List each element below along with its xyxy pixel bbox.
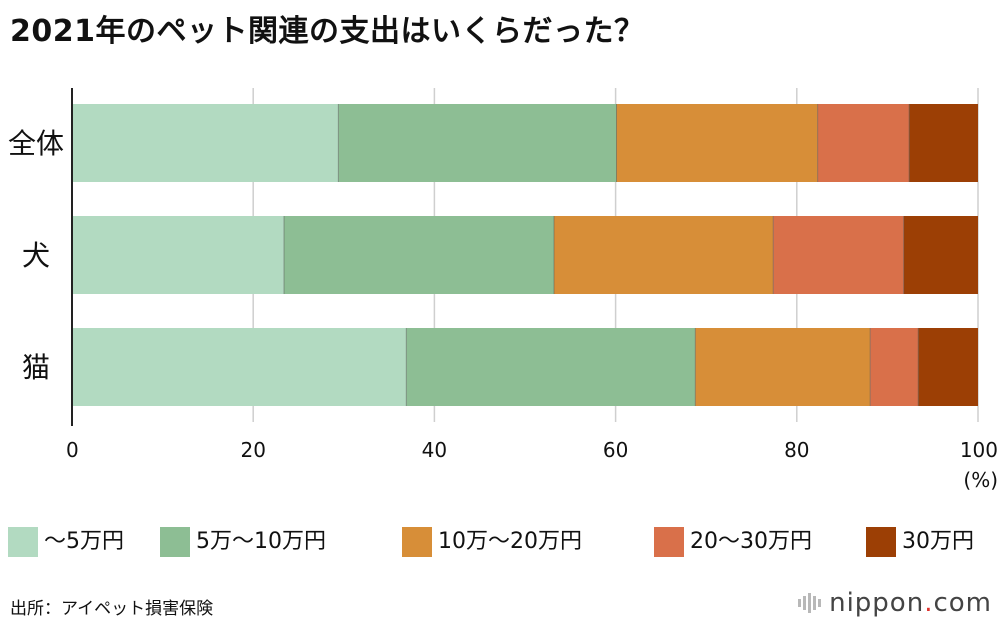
bar-3-series-3	[695, 328, 871, 406]
brand-bars-icon	[798, 593, 823, 613]
legend-swatch	[402, 527, 432, 557]
legend-label: 20〜30万円	[690, 529, 812, 554]
x-tick-label: 100	[960, 438, 998, 462]
legend-swatch	[866, 527, 896, 557]
bar-2-series-4	[773, 216, 904, 294]
legend-swatch	[654, 527, 684, 557]
legend-swatch	[8, 527, 38, 557]
bar-3-series-4	[870, 328, 919, 406]
legend-swatch	[160, 527, 190, 557]
brand-logo: nippon.com	[798, 586, 992, 620]
legend-label: 30万円	[902, 529, 974, 554]
category-label: 全体	[8, 127, 64, 160]
bar-3-series-1	[72, 328, 407, 406]
legend-label: 〜5万円	[44, 529, 124, 554]
bar-3-series-2	[406, 328, 696, 406]
legend-label: 5万〜10万円	[196, 529, 326, 554]
bar-1-series-4	[817, 104, 910, 182]
bar-1-series-1	[72, 104, 339, 182]
legend-label: 10万〜20万円	[438, 529, 582, 554]
bar-3-series-5	[918, 328, 978, 406]
bar-2-series-5	[903, 216, 978, 294]
legend: 〜5万円 5万〜10万円 10万〜20万円 20〜30万円 30万円	[0, 526, 1000, 560]
source-note: 出所：アイペット損害保険	[10, 599, 214, 619]
x-tick-label: 40	[422, 438, 447, 462]
bar-2-series-1	[72, 216, 285, 294]
brand-dot: .	[924, 588, 934, 618]
x-tick-label: 0	[66, 438, 79, 462]
x-tick-label: 80	[784, 438, 809, 462]
bar-2-series-2	[284, 216, 554, 294]
bar-1-series-3	[616, 104, 818, 182]
brand-name: nippon	[829, 588, 925, 618]
brand-text: nippon.com	[829, 588, 992, 618]
bar-2-series-3	[553, 216, 774, 294]
bar-1-series-2	[338, 104, 617, 182]
category-label: 犬	[22, 239, 50, 272]
brand-suffix: com	[933, 588, 992, 618]
bar-1-series-5	[909, 104, 978, 182]
x-tick-label: 20	[240, 438, 265, 462]
chart-title: 2021年のペット関連の支出はいくらだった？	[10, 14, 645, 49]
category-label: 猫	[22, 351, 50, 384]
x-tick-label: 60	[603, 438, 628, 462]
x-axis-unit: (%)	[963, 468, 998, 492]
